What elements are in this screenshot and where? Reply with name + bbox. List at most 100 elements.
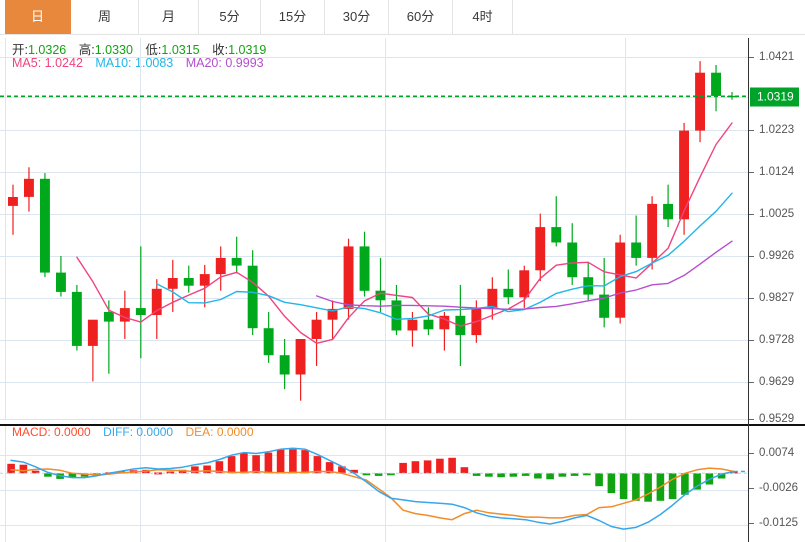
price-axis-tick [749,298,754,299]
candle-body-up [199,274,210,286]
macd-bar-negative [44,473,52,477]
period-tab-label: 5分 [219,9,240,24]
period-tab-label: 4时 [472,9,493,24]
candle-body-down [247,265,258,329]
candle-body-down [551,227,562,243]
macd-bar-positive [191,466,199,474]
candle-body-down [279,355,290,375]
price-axis-label: 1.0025 [759,208,795,220]
candle-body-up [679,130,689,220]
price-axis-label: 0.9629 [759,376,795,388]
candlestick-plot [0,38,748,420]
macd-axis-label: -0.0026 [759,482,799,494]
period-tab-label: 月 [161,9,175,24]
period-tab-5[interactable]: 30分 [325,0,389,34]
close-label: 收: [212,43,229,57]
ma20-label: MA20: [185,56,222,70]
candle-body-up [487,288,498,309]
open-label: 开: [12,43,28,57]
candle-body-up [8,197,18,206]
macd-axis-tick [749,488,754,489]
macd-bar-positive [178,469,187,474]
macd-chart-pane[interactable] [0,424,748,542]
price-axis: 1.0421 1.0319 1.0223 1.0124 1.0025 0.9926 0.98… [748,38,805,542]
macd-bar-positive [240,453,248,474]
ma10-label: MA10: [95,56,132,70]
macd-bar-negative [570,473,579,476]
macd-bar-positive [227,456,236,474]
dea-value: 0.0000 [216,425,254,439]
candle-body-down [359,246,370,291]
candle-body-up [439,315,450,330]
macd-bar-positive [423,460,432,474]
ma10-line [156,192,733,320]
price-axis-tick [749,214,754,215]
candle-body-up [311,319,322,339]
macd-bar-positive [19,464,28,474]
candle-body-up [535,227,546,271]
dea-line [10,467,735,521]
macd-bar-negative [681,473,689,495]
high-value: 1.0330 [94,43,133,57]
period-tab-3[interactable]: 5分 [199,0,261,34]
candle-body-up [295,339,306,375]
diff-value: 0.0000 [136,425,174,439]
period-tab-7[interactable]: 4时 [453,0,513,34]
macd-bar-positive [730,471,738,474]
macd-bar-positive [338,466,346,474]
diff-label: DIFF: [103,425,134,439]
macd-bar-negative [546,473,554,480]
period-tab-0[interactable]: 日 [5,0,71,34]
macd-bar-positive [276,449,285,474]
candle-body-up [615,242,626,318]
macd-bar-negative [68,473,77,478]
price-chart-pane[interactable] [0,38,748,420]
macd-bar-positive [460,467,469,474]
candle-body-down [263,328,274,356]
period-tab-1[interactable]: 周 [71,0,139,34]
ma5-value: 1.0242 [44,56,83,70]
macd-bar-negative [521,473,530,476]
period-tab-bar: 日 周 月 5分 15分 30分 60分 4时 [0,0,805,35]
candle-body-down [183,278,194,286]
macd-bar-negative [534,473,542,479]
macd-axis-tick [749,453,754,454]
pane-divider [748,424,805,426]
macd-bar-negative [472,473,481,476]
period-tab-label: 15分 [278,9,307,24]
macd-bar-negative [644,473,652,502]
price-axis-label: 0.9728 [759,334,795,346]
candle-body-down [103,312,114,322]
macd-bar-negative [632,473,640,501]
diff-line [10,447,735,530]
period-tab-6[interactable]: 60分 [389,0,453,34]
macd-bar-negative [717,473,726,479]
period-tab-4[interactable]: 15分 [261,0,325,34]
candle-body-up [519,270,530,298]
macd-bar-positive [411,461,420,474]
candle-body-down [423,319,434,330]
macd-bar-negative [607,473,616,494]
candle-body-down [711,72,721,96]
price-axis-label: 0.9926 [759,250,795,262]
period-tab-2[interactable]: 月 [139,0,199,34]
candle-body-up [119,308,130,322]
macd-bar-positive [325,462,334,474]
macd-bar-negative [693,473,701,490]
candle-body-down [727,95,737,98]
dea-label: DEA: [185,425,214,439]
period-tab-label: 60分 [406,9,435,24]
tab-bar-filler [513,0,805,34]
period-tab-label: 日 [30,9,44,24]
candle-body-up [87,319,98,346]
candle-body-down [503,288,514,298]
macd-bar-negative [387,473,395,476]
price-axis-tick [749,172,754,173]
macd-bar-negative [485,473,493,477]
macd-bar-negative [668,473,677,500]
macd-bar-positive [289,449,297,474]
candle-body-up [24,178,34,197]
macd-bar-negative [619,473,628,500]
macd-axis-label: 0.0074 [759,447,795,459]
macd-bar-positive [313,456,322,474]
